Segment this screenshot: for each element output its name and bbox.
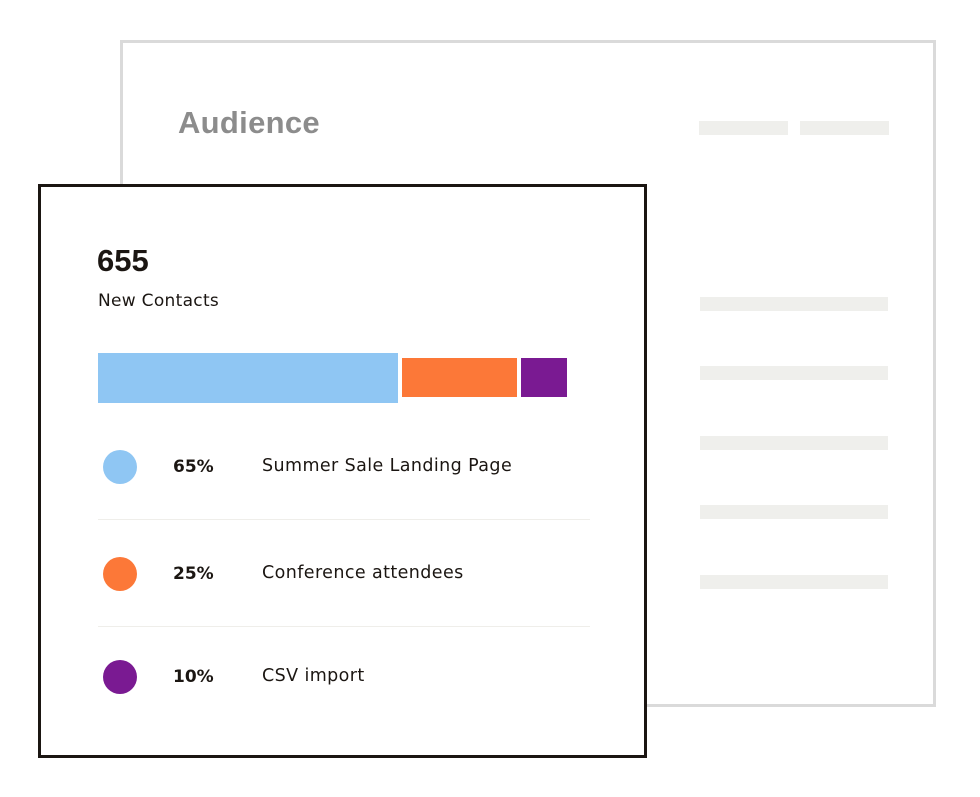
source-row-summer-sale: 65% Summer Sale Landing Page [98,440,590,500]
bar-segment-csv-import [521,358,567,397]
source-row-conference: 25% Conference attendees [98,547,590,607]
source-name: Conference attendees [262,563,464,583]
source-breakdown-bar [98,353,567,403]
new-contacts-card: 655 New Contacts 65% Summer Sale Landing… [38,184,647,758]
list-placeholder-5 [700,575,888,589]
new-contacts-count: 655 [97,243,149,278]
bar-segment-summer-sale [98,353,398,403]
new-contacts-label: New Contacts [98,291,220,311]
source-name: Summer Sale Landing Page [262,456,513,476]
source-percent: 10% [173,667,214,687]
bar-segment-conference [402,358,517,397]
list-placeholder-1 [700,297,888,311]
row-divider [98,626,590,627]
row-divider [98,519,590,520]
source-row-csv-import: 10% CSV import [98,650,590,710]
header-placeholder-1 [699,121,788,135]
audience-title: Audience [178,105,320,140]
list-placeholder-4 [700,505,888,519]
source-color-dot [103,557,137,591]
source-percent: 25% [173,564,214,584]
header-placeholder-2 [800,121,889,135]
source-color-dot [103,450,137,484]
source-percent: 65% [173,457,214,477]
list-placeholder-2 [700,366,888,380]
source-color-dot [103,660,137,694]
source-name: CSV import [262,666,365,686]
list-placeholder-3 [700,436,888,450]
